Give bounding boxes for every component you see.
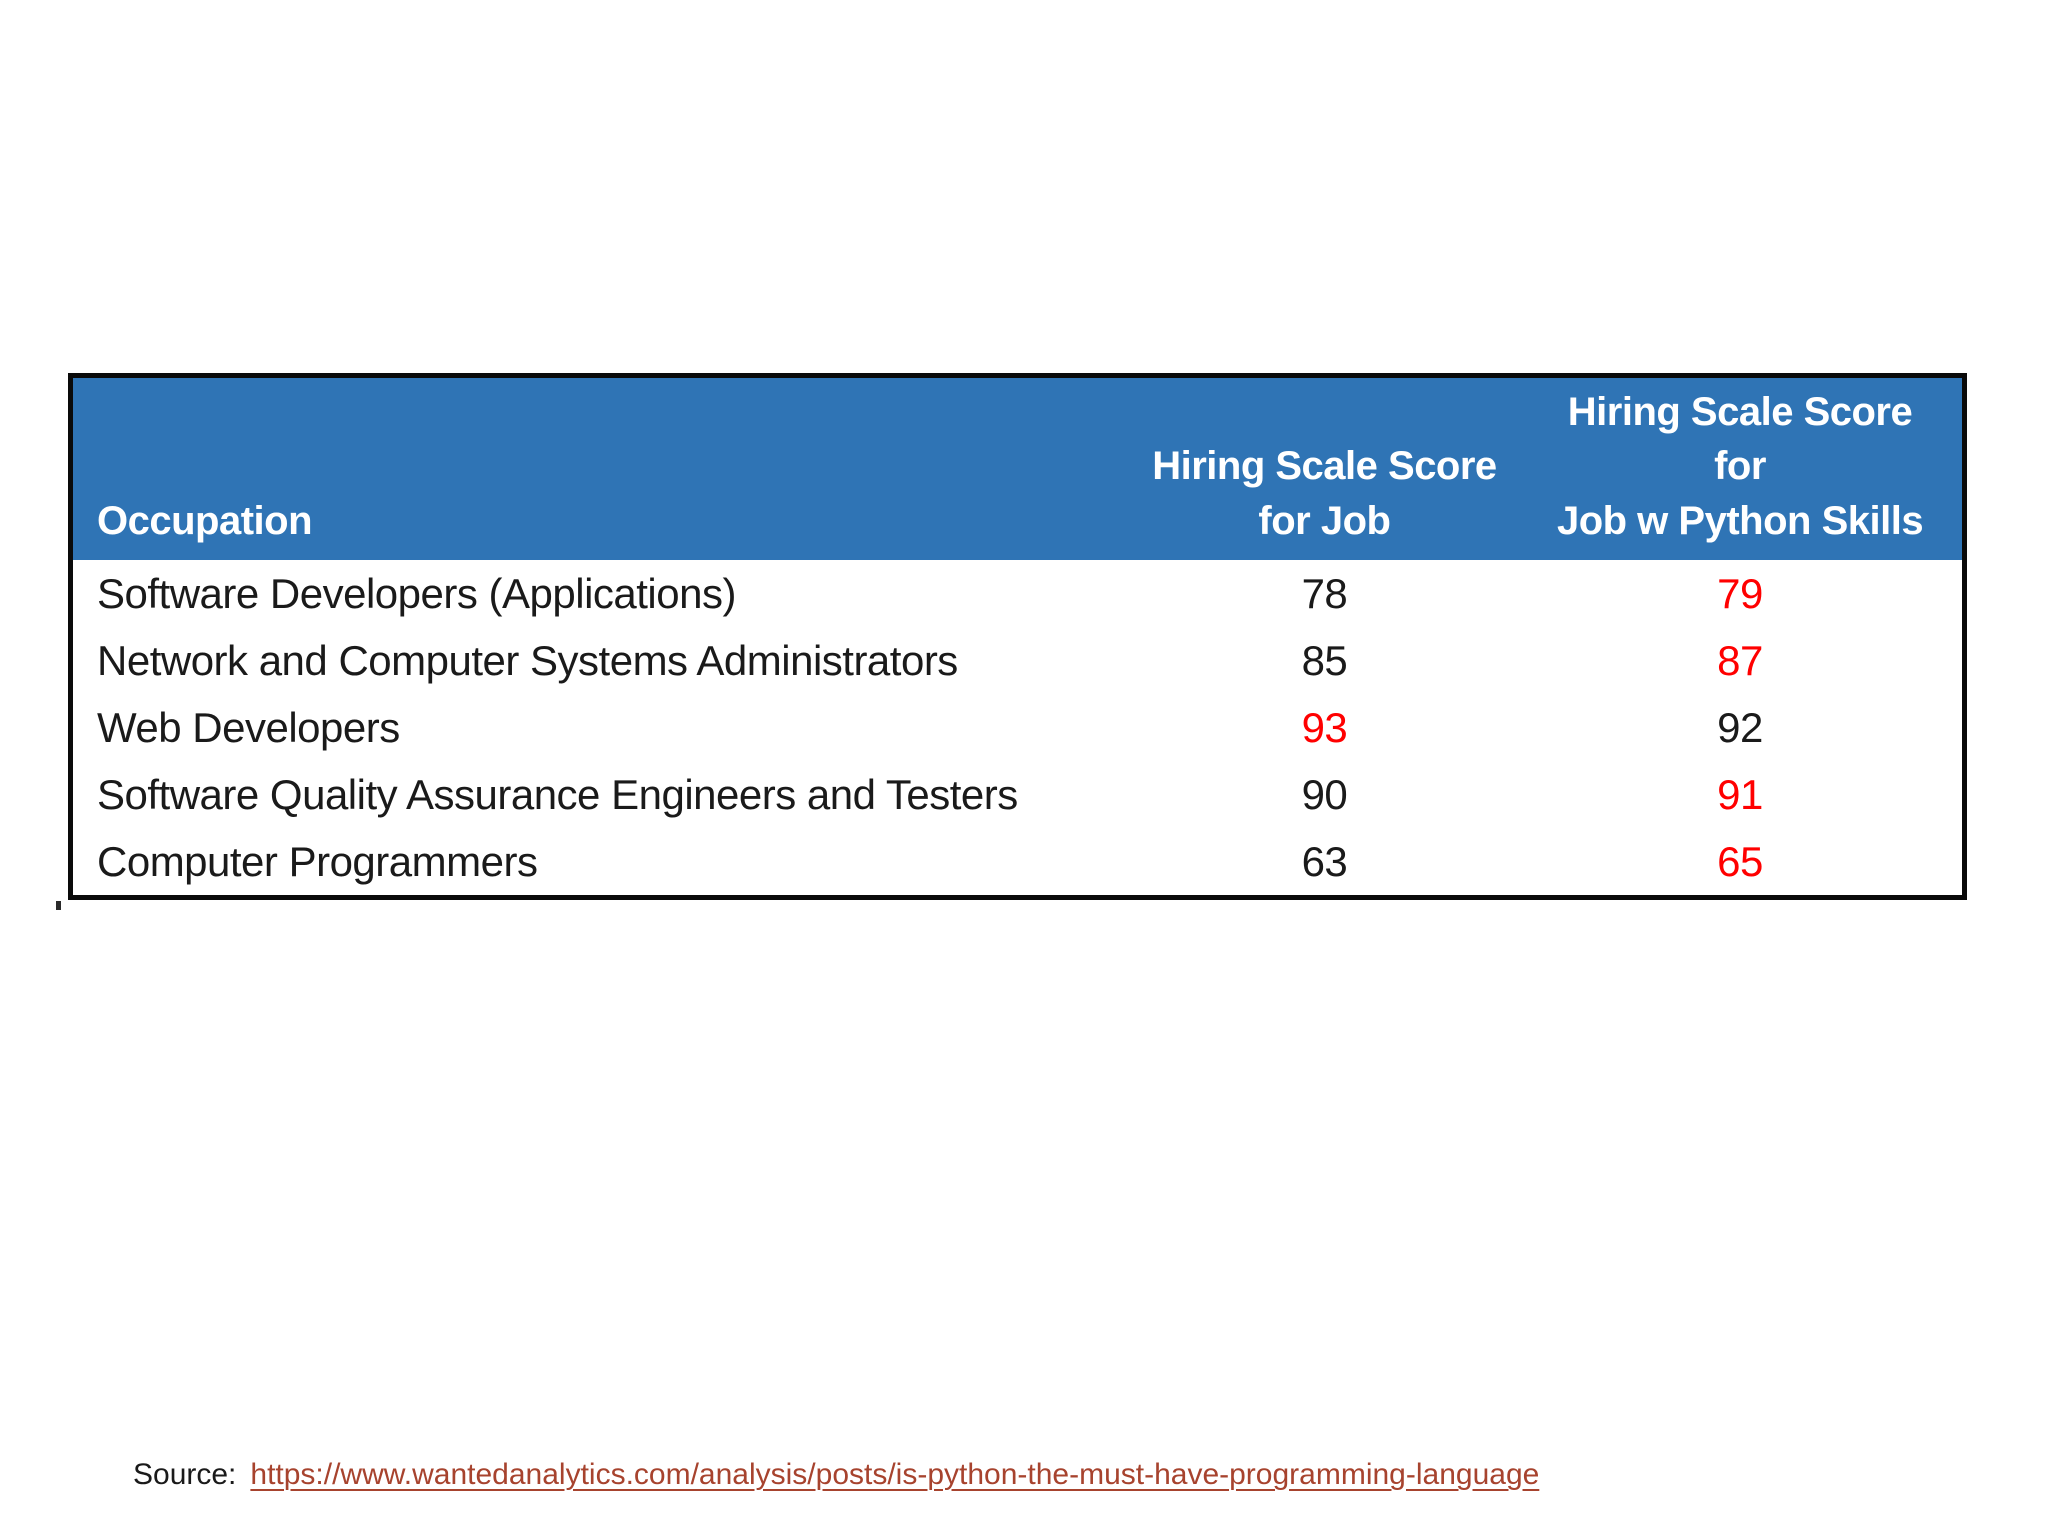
score-python-cell: 91 (1717, 770, 1763, 818)
score-job-cell: 93 (1301, 703, 1348, 751)
score-python-cell: 92 (1717, 703, 1763, 751)
table-row: Web Developers 93 92 (73, 694, 1962, 761)
score-job-cell: 63 (1301, 837, 1348, 885)
occupation-cell: Computer Programmers (97, 837, 538, 885)
score-job-cell: 85 (1301, 636, 1348, 684)
table-row: Network and Computer Systems Administrat… (73, 627, 1962, 694)
table-row: Computer Programmers 63 65 (73, 828, 1962, 895)
hiring-scale-table: Occupation Hiring Scale Score for Job Hi… (68, 373, 1967, 900)
score-job-cell: 78 (1301, 569, 1348, 617)
score-python-cell: 79 (1717, 569, 1763, 617)
column-header-occupation-label: Occupation (97, 498, 313, 543)
column-header-score-job-line2: for Job (1258, 498, 1391, 543)
occupation-cell: Web Developers (97, 703, 400, 751)
column-header-occupation: Occupation (73, 494, 1131, 548)
column-header-score-python-line2: for (1714, 444, 1766, 489)
score-python-cell: 87 (1717, 636, 1763, 684)
occupation-cell: Software Quality Assurance Engineers and… (97, 770, 1018, 818)
table-body: Software Developers (Applications) 78 79… (73, 560, 1962, 895)
stray-mark (56, 901, 61, 910)
source-line: Source: https://www.wantedanalytics.com/a… (133, 1458, 1539, 1492)
column-header-score-job: Hiring Scale Score for Job (1131, 439, 1518, 548)
column-header-score-python: Hiring Scale Score for Job w Python Skil… (1518, 385, 1962, 548)
table-header-row: Occupation Hiring Scale Score for Job Hi… (73, 378, 1962, 560)
occupation-cell: Network and Computer Systems Administrat… (97, 636, 958, 684)
occupation-cell: Software Developers (Applications) (97, 569, 736, 617)
source-label: Source: (133, 1458, 237, 1491)
column-header-score-job-line1: Hiring Scale Score (1152, 444, 1497, 489)
column-header-score-python-line3: Job w Python Skills (1556, 498, 1924, 543)
table-row: Software Developers (Applications) 78 79 (73, 560, 1962, 627)
score-job-cell: 90 (1301, 770, 1348, 818)
score-python-cell: 65 (1717, 837, 1763, 885)
column-header-score-python-line1: Hiring Scale Score (1567, 389, 1913, 434)
source-link[interactable]: https://www.wantedanalytics.com/analysis… (250, 1458, 1540, 1491)
table-row: Software Quality Assurance Engineers and… (73, 761, 1962, 828)
